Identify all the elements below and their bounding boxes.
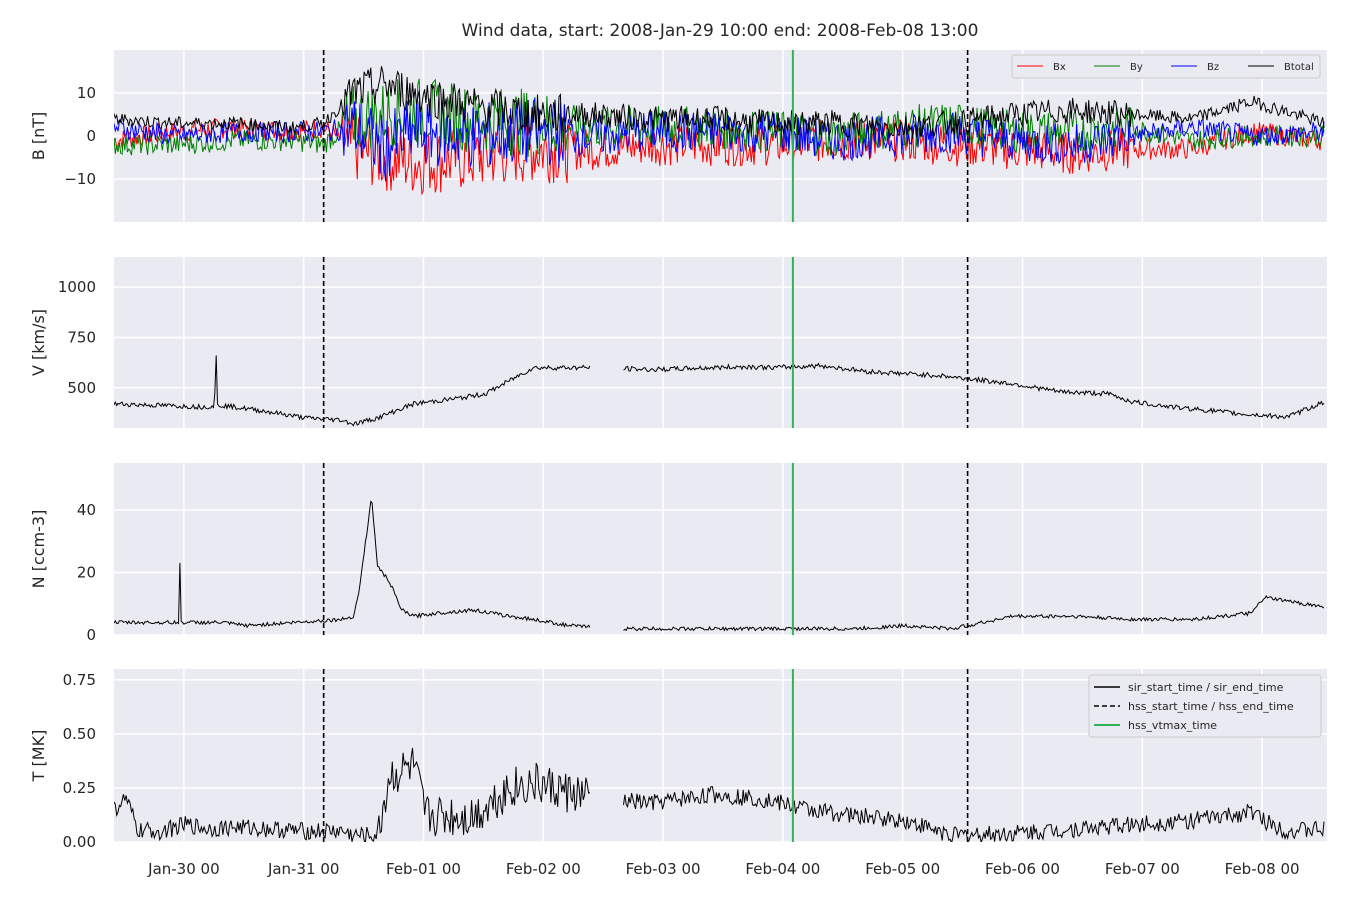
panel-magnetic-field: 10 0 −10 B [nT] Bx By Bz Btotal (29, 50, 1327, 222)
y-tick-label: 0 (86, 626, 96, 644)
x-tick-label: Feb-01 00 (386, 860, 461, 878)
legend-label: Bz (1207, 62, 1219, 73)
panel-velocity: 1000 750 500 V [km/s] (29, 257, 1327, 428)
y-tick-label: 0.75 (63, 671, 96, 689)
panel-background (114, 257, 1327, 428)
panel-background (114, 463, 1327, 635)
y-axis-label: V [km/s] (29, 309, 48, 376)
y-tick-label: 750 (67, 328, 96, 346)
x-tick-label: Feb-03 00 (626, 860, 701, 878)
series-group (114, 355, 1325, 427)
y-tick-label: 0.00 (63, 833, 96, 851)
y-tick-label: 0 (86, 127, 96, 145)
series-line-temperature (114, 747, 1325, 842)
x-axis-ticks: Jan-30 00 Jan-31 00 Feb-01 00 Feb-02 00 Feb-… (147, 860, 1299, 878)
legend-box (1011, 54, 1321, 79)
legend-events: sir_start_time / sir_end_time hss_start_t… (1088, 674, 1322, 738)
y-tick-label: 1000 (58, 278, 96, 296)
x-tick-label: Feb-02 00 (506, 860, 581, 878)
legend-label: Bx (1053, 62, 1066, 73)
legend-b-components: Bx By Bz Btotal (1011, 54, 1321, 79)
x-tick-label: Feb-05 00 (865, 860, 940, 878)
y-axis-label: B [nT] (29, 112, 48, 160)
series-group (114, 747, 1325, 842)
y-tick-label: −10 (64, 170, 96, 188)
y-tick-label: 20 (77, 563, 96, 581)
x-tick-label: Feb-06 00 (985, 860, 1060, 878)
legend-label: Btotal (1284, 62, 1314, 73)
x-tick-label: Feb-08 00 (1225, 860, 1300, 878)
y-tick-label: 10 (77, 84, 96, 102)
series-group (114, 66, 1325, 196)
x-tick-label: Jan-31 00 (267, 860, 339, 878)
legend-box (1088, 674, 1322, 738)
chart-title: Wind data, start: 2008-Jan-29 10:00 end:… (462, 21, 979, 41)
x-tick-label: Feb-04 00 (745, 860, 820, 878)
y-tick-label: 0.50 (63, 725, 96, 743)
series-line-velocity (114, 355, 1325, 427)
x-tick-label: Jan-30 00 (147, 860, 219, 878)
y-axis-label: T [MK] (29, 730, 48, 783)
legend-label: sir_start_time / sir_end_time (1128, 681, 1284, 694)
panels: 10 0 −10 B [nT] Bx By Bz Btotal 1000 750 500 V [km/… (29, 50, 1327, 851)
y-tick-label: 0.25 (63, 779, 96, 797)
legend-label: By (1130, 62, 1143, 73)
y-tick-label: 500 (67, 379, 96, 397)
y-tick-label: 40 (77, 501, 96, 519)
y-axis-label: N [ccm-3] (29, 510, 48, 589)
series-group (114, 500, 1325, 632)
series-line-Btotal (114, 66, 1325, 140)
series-line-density (114, 500, 1325, 632)
x-tick-label: Feb-07 00 (1105, 860, 1180, 878)
legend-label: hss_start_time / hss_end_time (1128, 700, 1294, 713)
legend-label: hss_vtmax_time (1128, 719, 1217, 732)
panel-temperature: 0.75 0.50 0.25 0.00 T [MK] sir_start_time / s… (29, 669, 1327, 851)
panel-density: 40 20 0 N [ccm-3] (29, 463, 1327, 644)
